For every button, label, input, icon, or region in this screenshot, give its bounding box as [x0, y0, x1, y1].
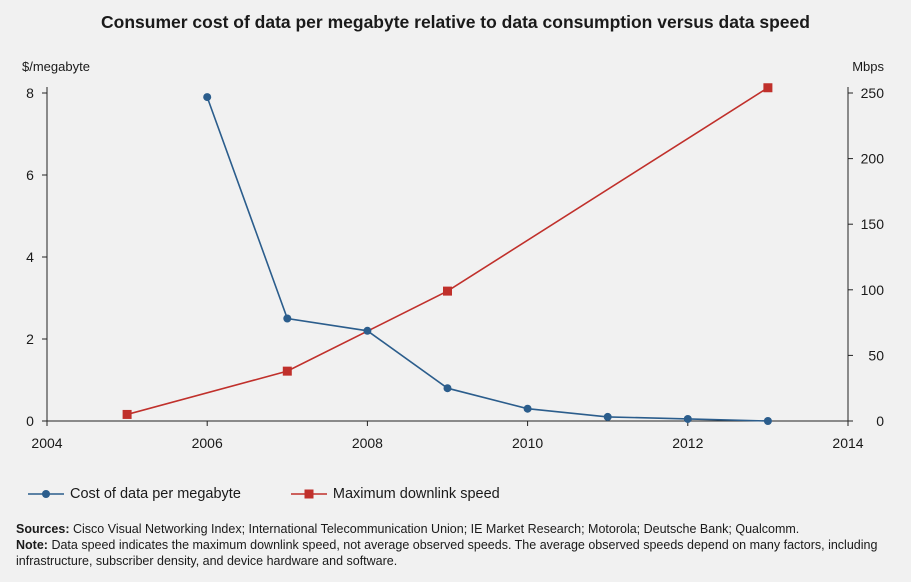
data-point-speed — [763, 83, 773, 93]
chart-plot: $/megabyte Mbps 2004 2006 2008 2010 2012 2014… — [22, 59, 885, 451]
series-line-0 — [206, 96, 768, 422]
left-tick-label: 2 — [26, 331, 34, 347]
data-point-cost — [363, 326, 372, 335]
right-tick-label: 150 — [861, 216, 885, 232]
footnote: Sources: Cisco Visual Networking Index; … — [16, 521, 896, 569]
right-axis-label: Mbps — [852, 59, 884, 74]
left-axis-label: $/megabyte — [22, 59, 90, 74]
circle-marker-icon — [28, 490, 64, 498]
sources-line: Sources: Cisco Visual Networking Index; … — [16, 521, 896, 537]
x-tick-label: 2010 — [512, 435, 543, 451]
left-tick-label: 8 — [26, 85, 34, 101]
chart-title: Consumer cost of data per megabyte relat… — [101, 12, 810, 32]
legend-item-cost: Cost of data per megabyte — [28, 486, 241, 502]
data-point-speed — [443, 286, 452, 296]
x-tick-label: 2008 — [352, 435, 383, 451]
right-tick-label: 250 — [861, 85, 885, 101]
left-tick-label: 0 — [26, 413, 34, 429]
legend-label-cost: Cost of data per megabyte — [70, 486, 241, 502]
data-point-cost — [523, 404, 532, 413]
data-point-speed — [122, 409, 132, 419]
left-tick-label: 6 — [26, 167, 34, 183]
data-point-cost — [763, 417, 772, 425]
x-tick-label: 2012 — [672, 435, 703, 451]
sources-text: Cisco Visual Networking Index; Internati… — [72, 522, 800, 536]
right-tick-label: 200 — [861, 151, 885, 167]
data-point-cost — [443, 384, 452, 393]
legend-item-speed: Maximum downlink speed — [290, 486, 500, 502]
left-tick-label: 4 — [26, 249, 34, 265]
sources-label: Sources: — [16, 522, 70, 536]
data-point-cost — [683, 414, 692, 423]
legend-label-speed: Maximum downlink speed — [332, 486, 500, 502]
data-point-cost — [603, 412, 612, 421]
x-tick-label: 2004 — [31, 435, 62, 451]
legend: Cost of data per megabyte Maximum downli… — [28, 486, 550, 502]
x-tick-label: 2014 — [832, 435, 863, 451]
series-line-1 — [126, 87, 769, 416]
right-tick-label: 0 — [876, 413, 884, 429]
note-text: Data speed indicates the maximum downlin… — [16, 538, 878, 568]
data-point-cost — [283, 314, 292, 323]
note-line: Note: Data speed indicates the maximum d… — [16, 537, 896, 569]
right-tick-label: 100 — [861, 282, 885, 298]
right-tick-label: 50 — [868, 347, 884, 363]
data-point-speed — [282, 366, 292, 376]
note-label: Note: — [16, 538, 48, 552]
data-point-cost — [203, 93, 212, 102]
square-marker-icon — [290, 489, 327, 499]
x-tick-label: 2006 — [192, 435, 223, 451]
